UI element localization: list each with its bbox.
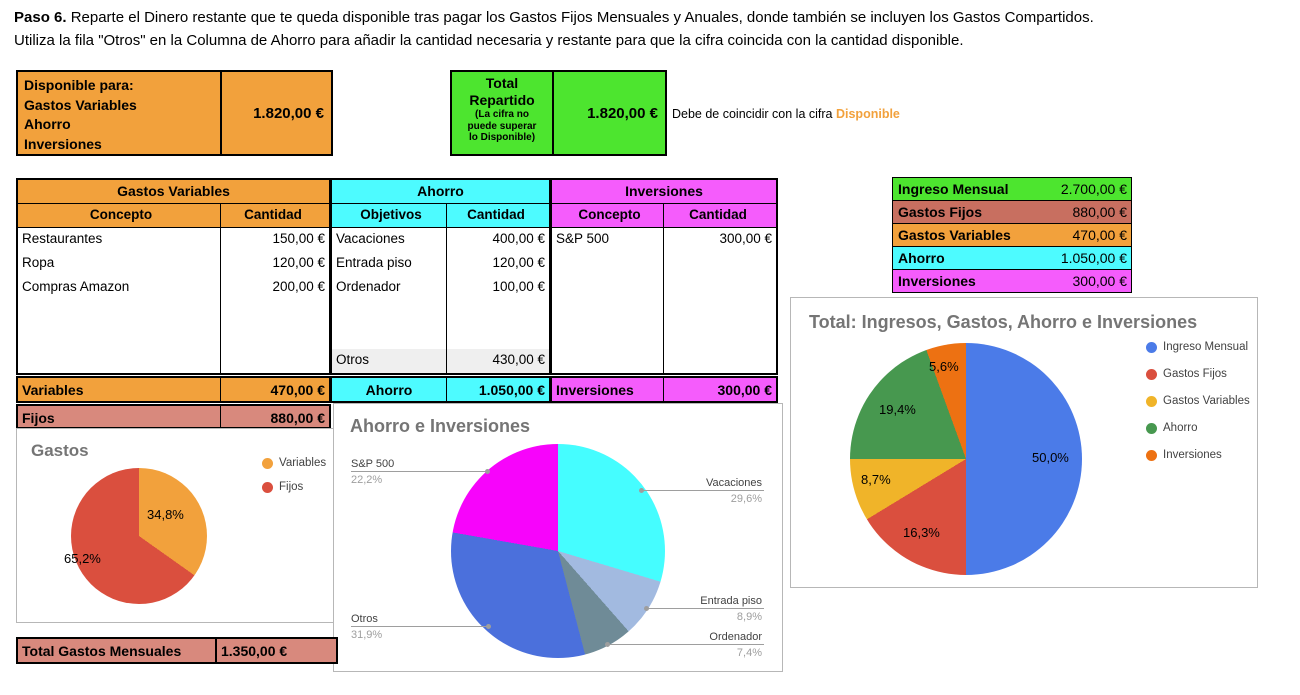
callout-dot-entrada-piso [644, 606, 649, 611]
legend-dot-gastos-fijos [1146, 369, 1157, 380]
gastos-pct-variables: 34,8% [147, 507, 184, 522]
table-ahorro: Ahorro Objetivos Cantidad Vacaciones 400,… [330, 178, 551, 403]
gastos-pct-fijos: 65,2% [64, 551, 101, 566]
callout-pct-otros: 31,9% [351, 629, 383, 641]
total-repartido-label-cell[interactable]: Total Repartido (La cifra no puede super… [452, 72, 554, 154]
inversiones-total-row[interactable]: Inversiones 300,00 € [550, 376, 778, 403]
summary-row-gastos-fijos[interactable]: Gastos Fijos 880,00 € [892, 200, 1132, 224]
table-row[interactable]: Vacaciones 400,00 € [332, 228, 549, 252]
empty-rows[interactable] [18, 300, 329, 373]
legend-label-variables: Variables [279, 457, 327, 469]
instructions-line2: Utiliza la fila "Otros" en la Columna de… [14, 31, 964, 49]
table-row[interactable]: S&P 500 300,00 € [552, 228, 776, 252]
inversiones-col1-header[interactable]: Concepto [552, 204, 664, 227]
callout-line-ordenador [607, 644, 764, 645]
callout-pct-ordenador: 7,4% [736, 647, 762, 659]
legend-label-inversiones: Inversiones [1163, 449, 1222, 461]
total-repartido-box[interactable]: Total Repartido (La cifra no puede super… [450, 70, 667, 156]
gv-col1-header[interactable]: Concepto [18, 204, 221, 227]
paso-label: Paso 6. [14, 9, 67, 26]
total-pct-ingreso: 50,0% [1032, 450, 1069, 465]
callout-line-sp500 [351, 471, 489, 472]
gastos-pie [71, 468, 207, 604]
ahorro-total-row[interactable]: Ahorro 1.050,00 € [330, 376, 551, 403]
otros-row[interactable]: Otros 430,00 € [332, 349, 549, 373]
callout-name-vacaciones: Vacaciones [705, 477, 762, 489]
callout-pct-sp500: 22,2% [351, 474, 383, 486]
disponible-highlight: Disponible [835, 107, 900, 121]
coincidir-note: Debe de coincidir con la cifra Disponibl… [672, 107, 900, 121]
inversiones-col2-header[interactable]: Cantidad [689, 207, 747, 222]
callout-name-ordenador: Ordenador [709, 631, 762, 643]
total-pie [850, 343, 1082, 575]
chart-ahorro-inversiones[interactable]: Ahorro e Inversiones S&P 500 22,2% Vacac… [333, 403, 783, 672]
summary-row-ahorro[interactable]: Ahorro 1.050,00 € [892, 246, 1132, 270]
disponible-box[interactable]: Disponible para: Gastos Variables Ahorro… [16, 70, 333, 156]
legend-dot-inversiones [1146, 450, 1157, 461]
callout-line-entrada-piso [646, 608, 764, 609]
total-pct-inversiones: 5,6% [929, 359, 959, 374]
legend-dot-variables [262, 458, 273, 469]
chart-total-title: Total: Ingresos, Gastos, Ahorro e Invers… [809, 312, 1198, 332]
legend-label-ingreso-mensual: Ingreso Mensual [1163, 341, 1249, 353]
inversiones-title-cell[interactable]: Inversiones [552, 180, 776, 204]
callout-name-sp500: S&P 500 [351, 458, 395, 470]
summary-row-gastos-variables[interactable]: Gastos Variables 470,00 € [892, 223, 1132, 247]
gv-title-cell[interactable]: Gastos Variables [18, 180, 329, 204]
disponible-label-cell[interactable]: Disponible para: Gastos Variables Ahorro… [18, 72, 222, 154]
table-gastos-variables: Gastos Variables Concepto Cantidad Resta… [16, 178, 331, 429]
legend-label-ahorro: Ahorro [1163, 422, 1198, 434]
disponible-value-cell[interactable]: 1.820,00 € [253, 104, 324, 122]
empty-rows[interactable] [552, 252, 776, 373]
empty-rows[interactable] [332, 300, 549, 349]
chart-gastos[interactable]: Gastos 34,8% 65,2% Variables Fijos [16, 428, 338, 623]
ahorro-col1-header[interactable]: Objetivos [332, 204, 447, 227]
summary-row-ingreso[interactable]: Ingreso Mensual 2.700,00 € [892, 177, 1132, 201]
table-inversiones: Inversiones Concepto Cantidad S&P 500 300… [550, 178, 778, 403]
table-row[interactable]: Restaurantes 150,00 € [18, 228, 329, 252]
callout-line-vacaciones [641, 490, 764, 491]
legend-label-fijos: Fijos [279, 481, 304, 493]
callout-pct-vacaciones: 29,6% [730, 493, 762, 505]
instructions-line1: Paso 6. Reparte el Dinero restante que t… [14, 9, 1094, 26]
total-repartido-value-cell[interactable]: 1.820,00 € [587, 104, 658, 122]
callout-line-otros [351, 626, 490, 627]
legend-dot-fijos [262, 482, 273, 493]
total-pct-gastos-fijos: 16,3% [903, 525, 940, 540]
legend-label-gastos-fijos: Gastos Fijos [1163, 368, 1227, 380]
gv-col2-header[interactable]: Cantidad [244, 207, 302, 222]
fijos-total-row[interactable]: Fijos 880,00 € [16, 404, 331, 429]
callout-dot-otros [486, 624, 491, 629]
ahorro-col2-header[interactable]: Cantidad [467, 207, 525, 222]
callout-name-otros: Otros [351, 613, 378, 625]
total-gastos-mensuales-row[interactable]: Total Gastos Mensuales 1.350,00 € [16, 637, 338, 664]
summary-row-inversiones[interactable]: Inversiones 300,00 € [892, 269, 1132, 293]
chart-total[interactable]: Total: Ingresos, Gastos, Ahorro e Invers… [790, 297, 1258, 588]
callout-name-entrada-piso: Entrada piso [700, 595, 762, 607]
legend-dot-ingreso-mensual [1146, 342, 1157, 353]
table-row[interactable]: Ordenador 100,00 € [332, 276, 549, 300]
variables-total-row[interactable]: Variables 470,00 € [16, 376, 331, 403]
instructions: Paso 6. Reparte el Dinero restante que t… [14, 7, 1284, 52]
ahorro-title-cell[interactable]: Ahorro [332, 180, 549, 204]
table-row[interactable]: Ropa 120,00 € [18, 252, 329, 276]
table-row[interactable]: Entrada piso 120,00 € [332, 252, 549, 276]
callout-dot-ordenador [605, 642, 610, 647]
summary-table: Ingreso Mensual 2.700,00 € Gastos Fijos 88… [892, 177, 1132, 293]
total-pct-gastos-variables: 8,7% [861, 472, 891, 487]
callout-dot-sp500 [485, 469, 490, 474]
total-pct-ahorro: 19,4% [879, 402, 916, 417]
chart-gastos-title: Gastos [31, 441, 89, 460]
ahorro-inversiones-pie [451, 444, 665, 658]
chart-ahorro-title: Ahorro e Inversiones [350, 416, 531, 436]
legend-dot-gastos-variables [1146, 396, 1157, 407]
callout-pct-entrada-piso: 8,9% [736, 611, 762, 623]
legend-label-gastos-variables: Gastos Variables [1163, 395, 1250, 407]
callout-dot-vacaciones [639, 488, 644, 493]
table-row[interactable]: Compras Amazon 200,00 € [18, 276, 329, 300]
legend-dot-ahorro [1146, 423, 1157, 434]
